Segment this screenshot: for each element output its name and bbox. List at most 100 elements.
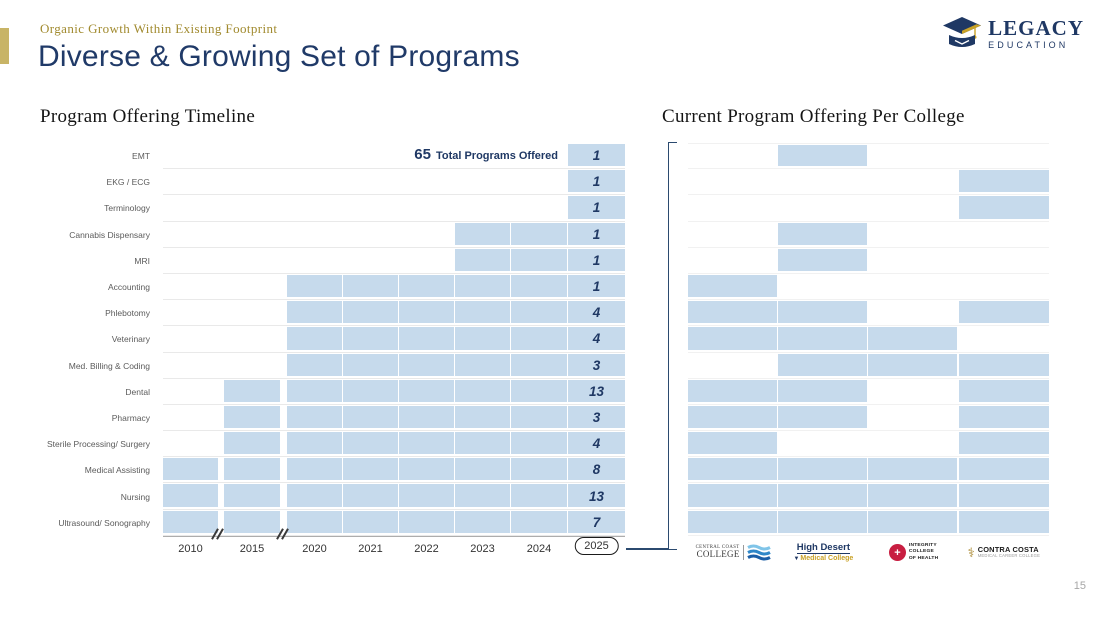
timeline-bar-cell bbox=[511, 248, 567, 271]
timeline-bar-cell bbox=[287, 301, 342, 324]
program-count: 7 bbox=[592, 514, 601, 530]
matrix-cell bbox=[778, 484, 867, 507]
matrix-cell bbox=[778, 145, 867, 167]
matrix-cell bbox=[868, 484, 957, 507]
timeline-row: Terminology 1 bbox=[0, 195, 625, 222]
timeline-bar-cell bbox=[455, 274, 510, 298]
total-programs-annotation: 65 Total Programs Offered bbox=[0, 146, 558, 164]
timeline-track: 1 bbox=[163, 222, 625, 248]
timeline-bar-cell bbox=[568, 327, 625, 350]
timeline-bar-cell bbox=[163, 510, 218, 533]
timeline-row: EKG / ECG 1 bbox=[0, 169, 625, 196]
timeline-track: 4 bbox=[163, 431, 625, 458]
program-count: 3 bbox=[592, 409, 601, 425]
timeline-track: 7 bbox=[163, 510, 625, 536]
matrix-cell bbox=[959, 458, 1049, 481]
timeline-heading: Program Offering Timeline bbox=[40, 106, 256, 127]
program-label: Pharmacy bbox=[111, 412, 150, 423]
timeline-bar-cell bbox=[224, 510, 280, 533]
program-count: 4 bbox=[592, 436, 601, 452]
timeline-bar-cell bbox=[163, 458, 218, 481]
slide-eyebrow: Organic Growth Within Existing Footprint bbox=[40, 21, 278, 36]
matrix-row bbox=[688, 195, 1049, 222]
timeline-bar-cell bbox=[568, 222, 625, 245]
program-label: MRI bbox=[134, 255, 150, 266]
timeline-bar-cell bbox=[399, 484, 454, 507]
slide-title: Diverse & Growing Set of Programs bbox=[38, 40, 520, 73]
matrix-row bbox=[688, 431, 1049, 458]
matrix-cell bbox=[688, 405, 777, 429]
matrix-cell bbox=[959, 484, 1049, 507]
timeline-row: MRI 1 bbox=[0, 248, 625, 274]
matrix-heading: Current Program Offering Per College bbox=[662, 106, 965, 127]
year-label: 2023 bbox=[470, 543, 495, 555]
total-programs-label: Total Programs Offered bbox=[435, 150, 558, 162]
timeline-bar-cell bbox=[399, 379, 454, 402]
timeline-bar-cell bbox=[455, 353, 510, 376]
matrix-row bbox=[688, 169, 1049, 196]
timeline-bar-cell bbox=[568, 510, 625, 533]
year-label: 2010 bbox=[178, 543, 203, 555]
program-count: 1 bbox=[592, 252, 601, 268]
timeline-bar-cell bbox=[399, 510, 454, 533]
matrix-cell bbox=[778, 405, 867, 429]
timeline-track: 4 bbox=[163, 326, 625, 353]
integrity-cross-icon: + bbox=[888, 544, 906, 561]
cc-text-top: CONTRA COSTA bbox=[977, 545, 1039, 555]
program-offering-timeline-chart: 65 Total Programs Offered EMT 1 EKG / ECG 1 T… bbox=[0, 143, 625, 536]
year-label: 2020 bbox=[302, 543, 327, 555]
year-label: 2025 bbox=[574, 537, 619, 555]
timeline-row: Nursing 13 bbox=[0, 483, 625, 510]
program-label: Sterile Processing/ Surgery bbox=[47, 439, 150, 450]
timeline-bar-cell bbox=[399, 353, 454, 376]
caduceus-icon: ⚕ bbox=[967, 545, 975, 560]
matrix-cell bbox=[959, 379, 1049, 402]
matrix-row bbox=[688, 326, 1049, 353]
matrix-cell bbox=[778, 353, 867, 376]
year-label: 2015 bbox=[239, 543, 265, 555]
timeline-track: 3 bbox=[163, 405, 625, 432]
program-label: Med. Billing & Coding bbox=[68, 360, 150, 371]
timeline-bar-cell bbox=[287, 353, 342, 376]
timeline-bar-cell bbox=[511, 327, 567, 350]
timeline-bar-cell bbox=[399, 405, 454, 429]
timeline-bar-cell bbox=[343, 274, 398, 298]
timeline-bar-cell bbox=[287, 458, 342, 481]
program-count: 13 bbox=[588, 383, 605, 399]
timeline-bar-cell bbox=[287, 510, 342, 533]
logo-central-coast-college: CENTRAL COAST COLLEGE bbox=[688, 539, 778, 566]
program-label: Accounting bbox=[107, 282, 150, 293]
program-label: Phlebotomy bbox=[105, 308, 150, 319]
timeline-track: 1 bbox=[163, 248, 625, 274]
program-count: 4 bbox=[592, 331, 601, 347]
integrity-text-line: INTEGRITY bbox=[908, 543, 937, 549]
timeline-bar-cell bbox=[568, 196, 625, 219]
timeline-row: EMT 1 bbox=[0, 143, 625, 170]
timeline-bar-cell bbox=[343, 327, 398, 350]
matrix-cell bbox=[778, 379, 867, 402]
program-count: 1 bbox=[592, 148, 601, 164]
total-programs-value: 65 bbox=[414, 146, 431, 163]
matrix-cell bbox=[688, 274, 777, 298]
timeline-bar-cell bbox=[511, 458, 567, 481]
page-number: 15 bbox=[1073, 580, 1086, 592]
program-label: Veterinary bbox=[111, 334, 150, 345]
timeline-row: Ultrasound/ Sonography 7 bbox=[0, 510, 625, 536]
x-axis-line bbox=[163, 536, 625, 537]
timeline-bar-cell bbox=[399, 274, 454, 298]
year-label: 2021 bbox=[358, 543, 383, 555]
matrix-row bbox=[688, 457, 1049, 484]
timeline-bar-cell bbox=[399, 327, 454, 350]
timeline-bar-cell bbox=[511, 222, 567, 245]
logo-divider bbox=[742, 545, 744, 560]
timeline-bar-cell bbox=[568, 458, 625, 481]
timeline-bar-cell bbox=[568, 484, 625, 507]
program-label: Cannabis Dispensary bbox=[69, 229, 150, 240]
axis-break-icon bbox=[211, 528, 224, 540]
timeline-bar-cell bbox=[287, 432, 342, 455]
matrix-cell bbox=[868, 327, 957, 350]
timeline-row: Phlebotomy 4 bbox=[0, 300, 625, 327]
timeline-track: 1 bbox=[163, 143, 625, 170]
matrix-cell bbox=[778, 327, 867, 350]
